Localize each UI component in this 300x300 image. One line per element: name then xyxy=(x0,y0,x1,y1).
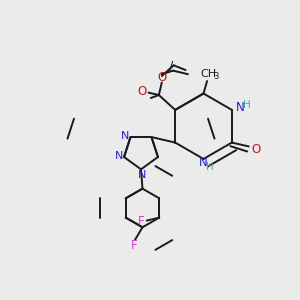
Text: N: N xyxy=(199,156,207,169)
Text: N: N xyxy=(236,101,244,114)
Text: N: N xyxy=(137,170,146,180)
Text: /: / xyxy=(169,60,174,73)
Text: F: F xyxy=(131,239,137,252)
Text: F: F xyxy=(137,215,144,228)
Text: O: O xyxy=(158,71,167,84)
Text: O: O xyxy=(251,142,260,156)
Text: O: O xyxy=(137,85,146,98)
Text: N: N xyxy=(115,151,123,161)
Text: CH: CH xyxy=(200,69,216,79)
Text: H: H xyxy=(206,162,214,172)
Text: H: H xyxy=(243,100,251,110)
Text: N: N xyxy=(121,131,129,142)
Text: 3: 3 xyxy=(213,72,219,81)
